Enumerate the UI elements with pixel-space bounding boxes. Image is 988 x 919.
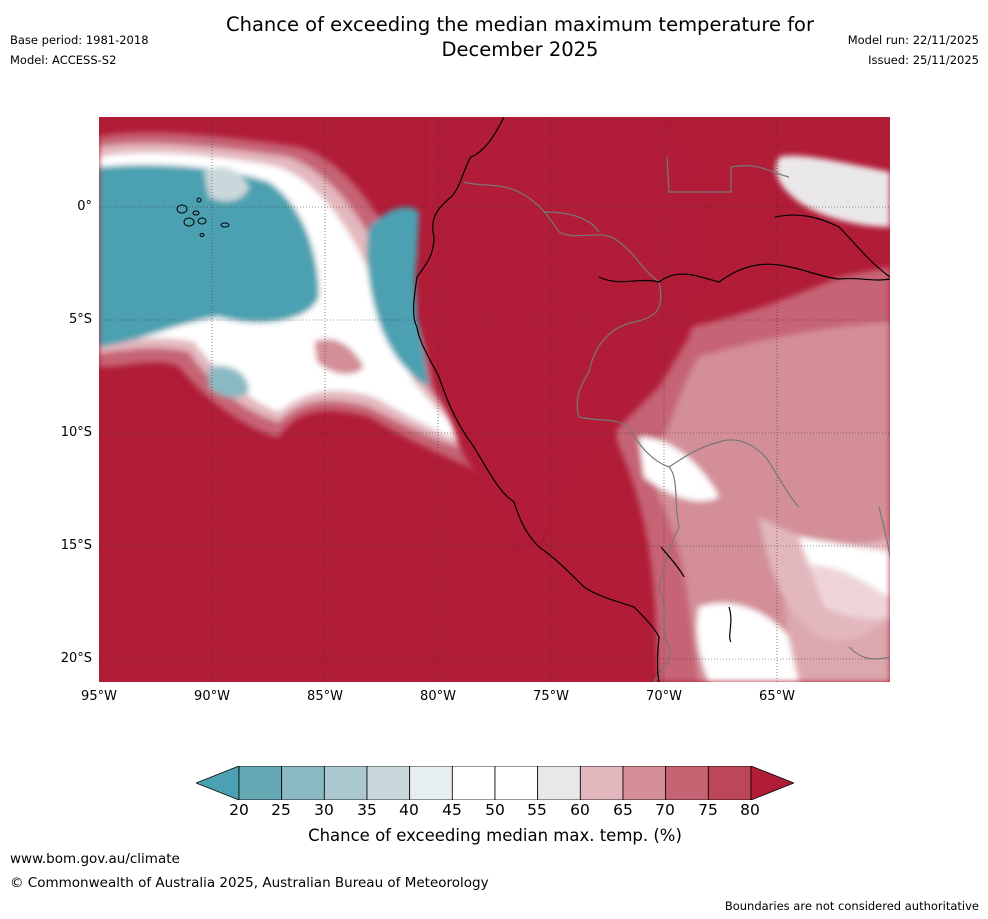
meta-left: Base period: 1981-2018 Model: ACCESS-S2 xyxy=(10,30,149,70)
colorbar-tick-55: 55 xyxy=(527,801,547,819)
lat-label-0: 0° xyxy=(77,199,92,214)
colorbar-swatch-75 xyxy=(707,765,752,801)
map-canvas xyxy=(99,117,890,682)
lat-label-5s: 5°S xyxy=(68,312,92,327)
title-line-1: Chance of exceeding the median maximum t… xyxy=(225,13,815,36)
lon-label-65w: 65°W xyxy=(759,689,795,704)
colorbar-swatch-60 xyxy=(579,765,624,801)
title-line-2: December 2025 xyxy=(441,38,599,61)
colorbar-tick-75: 75 xyxy=(698,801,718,819)
colorbar-tick-30: 30 xyxy=(314,801,334,819)
colorbar-tick-35: 35 xyxy=(357,801,377,819)
country-boundaries xyxy=(463,156,890,682)
probability-map xyxy=(99,117,890,682)
colorbar xyxy=(194,765,796,801)
lon-label-70w: 70°W xyxy=(646,689,682,704)
lon-label-80w: 80°W xyxy=(420,689,456,704)
colorbar-swatch-45 xyxy=(451,765,496,801)
coastlines xyxy=(412,117,890,682)
inland-anomaly-field xyxy=(614,155,890,682)
model-name: Model: ACCESS-S2 xyxy=(10,53,117,67)
lon-label-75w: 75°W xyxy=(533,689,569,704)
colorbar-tick-40: 40 xyxy=(399,801,419,819)
colorbar-tick-60: 60 xyxy=(570,801,590,819)
colorbar-swatch-70 xyxy=(665,765,709,801)
issued-date: Issued: 25/11/2025 xyxy=(868,53,979,67)
base-period: Base period: 1981-2018 xyxy=(10,33,149,47)
footer-note: Boundaries are not considered authoritat… xyxy=(724,899,979,913)
lon-label-85w: 85°W xyxy=(307,689,343,704)
colorbar-swatch-55 xyxy=(537,765,581,801)
colorbar-swatch-65 xyxy=(622,765,667,801)
lon-label-95w: 95°W xyxy=(81,689,117,704)
lat-label-15s: 15°S xyxy=(60,538,92,553)
colorbar-tick-45: 45 xyxy=(442,801,462,819)
colorbar-tick-25: 25 xyxy=(271,801,291,819)
footer-url[interactable]: www.bom.gov.au/climate xyxy=(10,851,180,867)
colorbar-swatch-20 xyxy=(238,765,283,801)
colorbar-tick-50: 50 xyxy=(485,801,505,819)
lat-label-20s: 20°S xyxy=(60,651,92,666)
colorbar-tick-70: 70 xyxy=(655,801,675,819)
colorbar-svg xyxy=(194,765,796,801)
colorbar-title: Chance of exceeding median max. temp. (%… xyxy=(308,826,682,845)
colorbar-swatch-50 xyxy=(494,765,539,801)
galapagos-islands xyxy=(176,197,230,237)
colorbar-swatch-40 xyxy=(409,765,453,801)
lon-label-90w: 90°W xyxy=(194,689,230,704)
colorbar-tick-65: 65 xyxy=(613,801,633,819)
lat-label-10s: 10°S xyxy=(60,425,92,440)
colorbar-over-arrow xyxy=(750,765,796,801)
colorbar-swatch-25 xyxy=(281,765,325,801)
colorbar-tick-20: 20 xyxy=(229,801,249,819)
footer-copyright: © Commonwealth of Australia 2025, Austra… xyxy=(10,875,489,891)
map-title: Chance of exceeding the median maximum t… xyxy=(180,12,860,62)
meta-right: Model run: 22/11/2025 Issued: 25/11/2025 xyxy=(848,30,979,70)
model-run: Model run: 22/11/2025 xyxy=(847,33,979,47)
red-core xyxy=(419,117,709,562)
graticule xyxy=(99,117,890,682)
colorbar-swatch-30 xyxy=(323,765,368,801)
colorbar-swatch-35 xyxy=(366,765,411,801)
colorbar-tick-80: 80 xyxy=(740,801,760,819)
colorbar-under-arrow xyxy=(194,765,240,801)
